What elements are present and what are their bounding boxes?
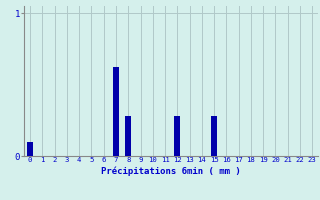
Bar — [27, 142, 33, 156]
Bar — [125, 116, 131, 156]
Bar — [174, 116, 180, 156]
Bar — [113, 67, 119, 156]
X-axis label: Précipitations 6min ( mm ): Précipitations 6min ( mm ) — [101, 166, 241, 176]
Bar — [211, 116, 217, 156]
